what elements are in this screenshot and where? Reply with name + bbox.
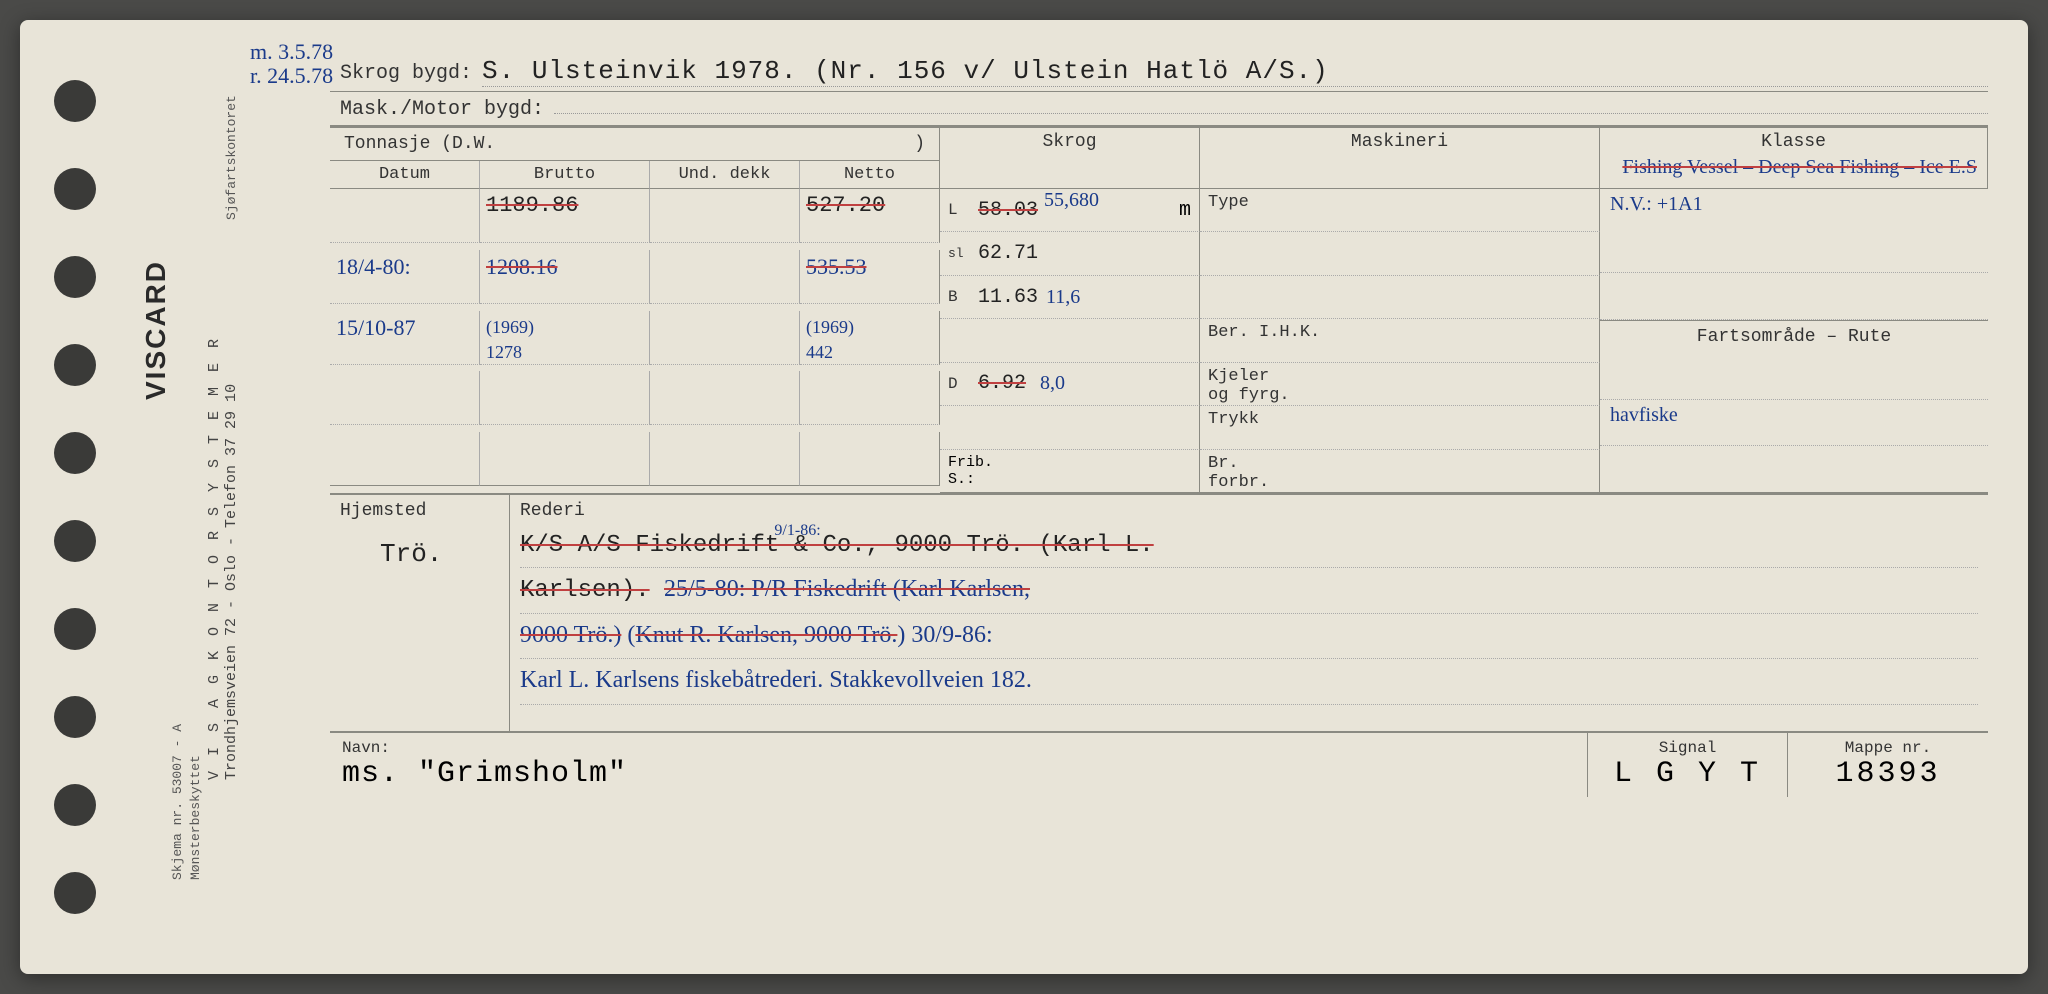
tonnasje-header: Tonnasje (D.W. ) — [330, 128, 940, 161]
mappe-cell: Mappe nr. 18393 — [1788, 733, 1988, 797]
datum-1: 18/4-80: — [336, 254, 411, 279]
index-card: VISCARD Skjema nr. 53007 - A Mønsterbesk… — [20, 20, 2028, 974]
fartsomrade-header: Fartsområde – Rute — [1600, 320, 1988, 353]
netto-1: 535.53 — [806, 254, 867, 279]
side-monster: Mønsterbeskyttet — [188, 80, 203, 880]
mask-kjeler: Kjeler og fyrg. — [1200, 363, 1600, 406]
tonnasje-data: 1189.86 527.20 18/4-80: 1208.16 535.53 1… — [330, 189, 940, 493]
hjemsted-cell: Hjemsted Trö. — [330, 495, 510, 731]
form-area: m. 3.5.78 r. 24.5.78 Skrog bygd: S. Ulst… — [330, 50, 1988, 944]
col-und-dekk: Und. dekk — [650, 161, 800, 189]
brutto-0: 1189.86 — [486, 193, 578, 218]
skrog-dimensions: L 58.03 55,680 m sl62.71 B 11.63 11,6 D … — [940, 189, 1200, 493]
maskineri-rows: Type Ber. I.H.K. Kjeler og fyrg. Trykk B… — [1200, 189, 1600, 493]
navn-cell: Navn: ms. "Grimsholm" — [330, 733, 1588, 797]
mask-bygd-label: Mask./Motor bygd: — [340, 98, 544, 121]
klasse-rows: N.V.: +1A1 Fartsområde – Rute havfiske — [1600, 189, 1988, 493]
skrog-bygd-value: S. Ulsteinvik 1978. (Nr. 156 v/ Ulstein … — [482, 56, 1988, 87]
skrog-D-hand: 8,0 — [1040, 372, 1065, 395]
skrog-L-hand: 55,680 — [1044, 189, 1099, 212]
skrog-bygd-row: Skrog bygd: S. Ulsteinvik 1978. (Nr. 156… — [330, 50, 1988, 92]
rederi-line-0: K/S A/S Fiskedrift & Co., 9000 Trö. (Kar… — [520, 532, 1154, 559]
mask-trykk: Trykk — [1200, 406, 1600, 449]
navn-value: ms. "Grimsholm" — [342, 757, 627, 791]
netto-2: (1969) 442 — [806, 317, 854, 362]
brutto-1: 1208.16 — [486, 254, 558, 279]
datum-2: 15/10-87 — [336, 315, 415, 340]
mask-bygd-value — [554, 113, 1988, 114]
punch-hole-strip — [20, 20, 130, 974]
side-skjema: Skjema nr. 53007 - A — [170, 80, 185, 880]
mask-bygd-row: Mask./Motor bygd: — [330, 92, 1988, 127]
skrog-D: 6.92 — [978, 372, 1026, 395]
fartsomrade-value: havfiske — [1610, 404, 1678, 426]
klasse-value: N.V.: +1A1 — [1610, 193, 1703, 215]
klasse-header: Klasse Fishing Vessel – Deep Sea Fishing… — [1600, 128, 1988, 189]
side-sjof: Sjøfartskontoret — [224, 95, 239, 220]
mask-br: Br. forbr. — [1200, 450, 1600, 493]
tonnasje-subheaders: Datum Brutto Und. dekk Netto — [330, 161, 940, 189]
rederi-line-3: Karl L. Karlsens fiskebåtrederi. Stakkev… — [520, 667, 1032, 693]
signal-value: L G Y T — [1614, 757, 1761, 791]
brand-viscard: VISCARD — [140, 260, 172, 400]
rederi-line-2: 9000 Trö.) (Knut R. Karlsen, 9000 Trö.) … — [520, 622, 993, 648]
mappe-value: 18393 — [1835, 757, 1940, 791]
bottom-row: Navn: ms. "Grimsholm" Signal L G Y T Map… — [330, 733, 1988, 797]
rederi-line-1b: 25/5-80: P/R Fiskedrift (Karl Karlsen, — [664, 576, 1030, 602]
insert-date: 9/1-86: — [774, 522, 820, 539]
hjemsted-row: Hjemsted Trö. Rederi 9/1-86: K/S A/S Fis… — [330, 493, 1988, 733]
skrog-B: 11.63 — [978, 286, 1038, 309]
mask-type: Type — [1200, 189, 1600, 232]
klasse-hand-text: Fishing Vessel – Deep Sea Fishing – Ice … — [1622, 156, 1977, 178]
signal-cell: Signal L G Y T — [1588, 733, 1788, 797]
mask-ber: Ber. I.H.K. — [1200, 319, 1600, 362]
skrog-header: Skrog — [940, 128, 1200, 189]
rederi-cell: Rederi 9/1-86: K/S A/S Fiskedrift & Co.,… — [510, 495, 1988, 731]
rederi-text: K/S A/S Fiskedrift & Co., 9000 Trö. (Kar… — [520, 521, 1978, 705]
hjemsted-value: Trö. — [380, 539, 442, 569]
skrog-B-hand: 11,6 — [1046, 286, 1080, 309]
side-kontor: V I S A G K O N T O R S Y S T E M E R Tr… — [206, 336, 240, 780]
skrog-bygd-label: Skrog bygd: — [340, 62, 472, 85]
col-datum: Datum — [330, 161, 480, 189]
skrog-L: 58.03 — [978, 199, 1038, 222]
rederi-line-1a: Karlsen). — [520, 577, 650, 604]
netto-0: 527.20 — [806, 193, 885, 218]
main-grid: Tonnasje (D.W. ) Skrog Maskineri Klasse … — [330, 127, 1988, 493]
brutto-2: (1969) 1278 — [486, 317, 534, 362]
skrog-sl: 62.71 — [978, 242, 1038, 265]
maskineri-header: Maskineri — [1200, 128, 1600, 189]
skrog-frib: Frib. S.: — [948, 454, 993, 488]
top-annotation: m. 3.5.78 r. 24.5.78 — [250, 40, 333, 88]
col-brutto: Brutto — [480, 161, 650, 189]
col-netto: Netto — [800, 161, 940, 189]
